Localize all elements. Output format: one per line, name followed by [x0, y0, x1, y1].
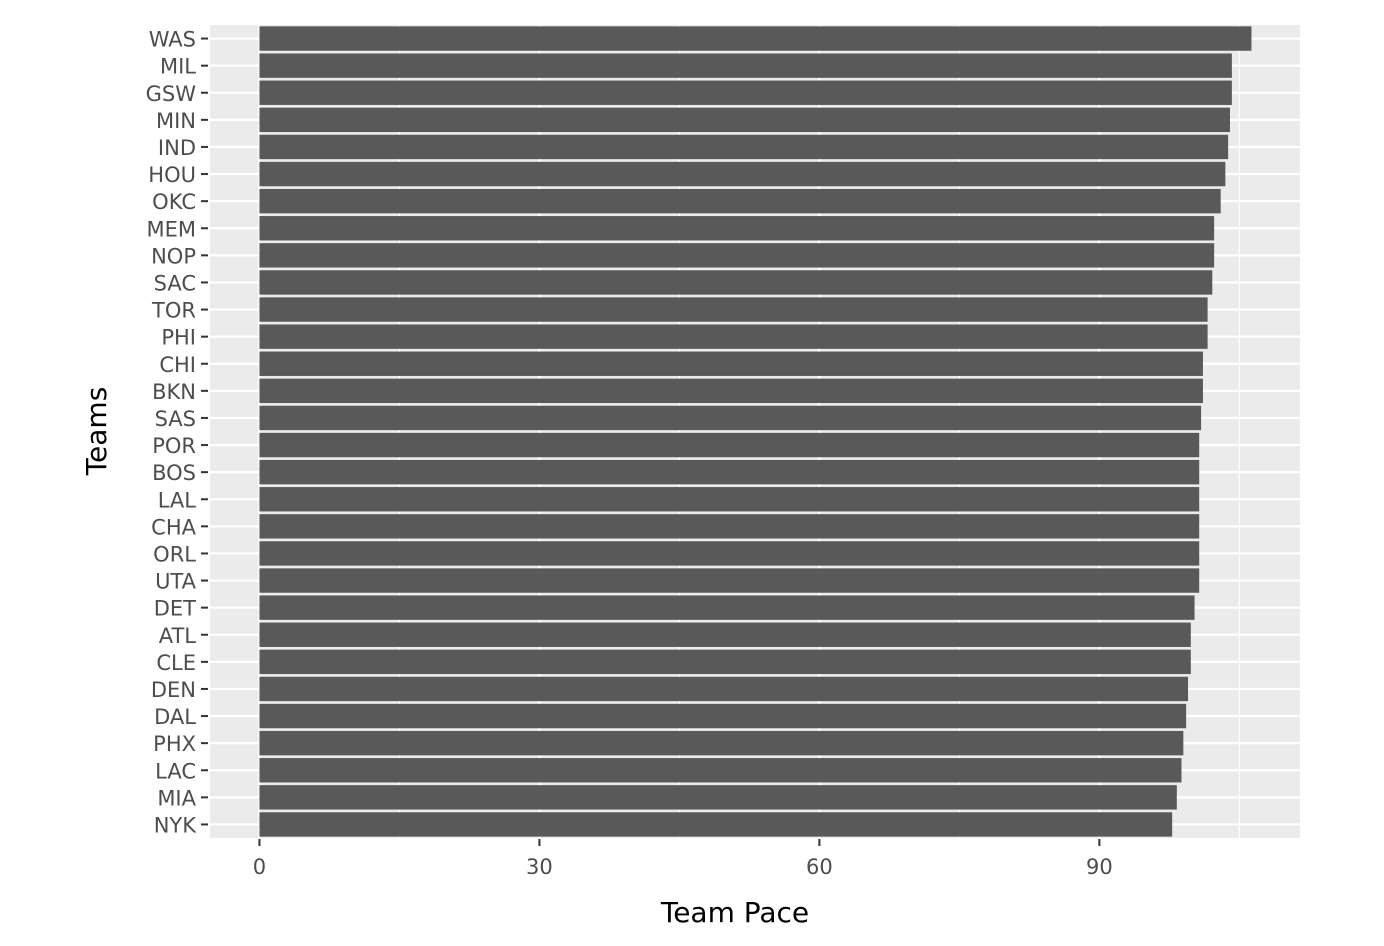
y-tick-label: HOU	[148, 163, 196, 187]
y-tick-label: GSW	[146, 82, 197, 106]
bar-cha	[259, 514, 1200, 539]
y-tick-label: BOS	[152, 461, 196, 485]
bar-uta	[259, 568, 1200, 593]
bar-det	[259, 595, 1195, 620]
bar-lac	[259, 758, 1182, 783]
y-tick-label: CLE	[156, 651, 196, 675]
bar-sas	[259, 405, 1202, 431]
y-tick-label: PHI	[161, 326, 196, 350]
bar-dal	[259, 703, 1187, 729]
y-tick-label: DAL	[154, 705, 196, 729]
bar-bos	[259, 459, 1200, 485]
y-tick-label: SAC	[154, 271, 196, 295]
bar-nop	[259, 243, 1215, 268]
bar-phx	[259, 730, 1184, 756]
bar-ind	[259, 134, 1229, 160]
bar-lal	[259, 487, 1200, 512]
y-tick-label: MIN	[156, 109, 196, 133]
bar-atl	[259, 622, 1191, 647]
y-tick-label: IND	[158, 136, 196, 160]
bar-den	[259, 676, 1189, 702]
y-tick-label: SAS	[155, 407, 196, 431]
y-tick-label: CHI	[159, 353, 196, 377]
bar-gsw	[259, 80, 1232, 105]
y-tick-label: WAS	[149, 28, 196, 52]
bar-bkn	[259, 378, 1203, 404]
bar-min	[259, 107, 1231, 133]
bar-sac	[259, 270, 1213, 295]
y-tick-label: MIA	[157, 786, 196, 810]
plot-panel	[210, 25, 1300, 838]
x-axis-ticks: 0 30 60 90	[253, 839, 1113, 879]
bar-hou	[259, 161, 1226, 187]
bar-orl	[259, 541, 1200, 566]
bar-mia	[259, 785, 1177, 810]
x-tick-label: 90	[1086, 855, 1113, 879]
y-axis-ticks: WAS MIL GSW MIN IND HOU OKC MEM NOP SAC TOR PHI CHI B…	[146, 28, 208, 837]
bar-phi	[259, 324, 1208, 349]
y-tick-label: TOR	[151, 299, 196, 323]
y-tick-label: NOP	[151, 244, 196, 268]
x-tick-label: 60	[806, 855, 833, 879]
y-tick-label: DEN	[151, 678, 196, 702]
x-axis-title: Team Pace	[660, 896, 809, 929]
bar-tor	[259, 297, 1208, 322]
bar-nyk	[259, 812, 1173, 837]
y-tick-label: PHX	[153, 732, 196, 756]
y-tick-label: NYK	[154, 813, 198, 837]
y-tick-label: MIL	[160, 55, 196, 79]
y-axis-title: Teams	[80, 387, 113, 477]
bar-was	[259, 26, 1252, 51]
bar-mem	[259, 216, 1215, 241]
y-tick-label: POR	[152, 434, 196, 458]
y-tick-label: UTA	[155, 570, 197, 594]
bar-cle	[259, 649, 1191, 675]
x-tick-label: 0	[253, 855, 266, 879]
bars	[259, 26, 1252, 837]
y-tick-label: LAC	[155, 759, 196, 783]
y-tick-label: MEM	[146, 217, 196, 241]
bar-okc	[259, 188, 1221, 214]
y-tick-label: OKC	[152, 190, 196, 214]
y-tick-label: CHA	[151, 515, 196, 539]
x-tick-label: 30	[526, 855, 553, 879]
y-tick-label: ATL	[159, 624, 197, 648]
y-tick-label: ORL	[153, 542, 196, 566]
bar-por	[259, 432, 1200, 458]
y-tick-label: BKN	[152, 380, 196, 404]
y-tick-label: LAL	[158, 488, 197, 512]
y-tick-label: DET	[154, 597, 196, 621]
bar-mil	[259, 53, 1232, 78]
bar-chi	[259, 351, 1203, 376]
